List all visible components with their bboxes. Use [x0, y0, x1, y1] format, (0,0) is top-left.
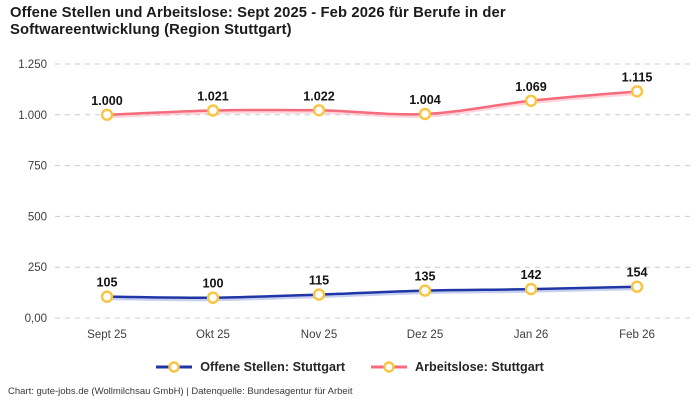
legend-line-marker-icon: [371, 361, 408, 373]
x-axis-tick-label: Jan 26: [514, 329, 549, 341]
x-axis-tick-label: Dez 25: [407, 329, 443, 341]
y-axis-tick-label: 750: [28, 161, 47, 173]
legend-label: Arbeitslose: Stuttgart: [415, 360, 544, 374]
series-line: [105, 90, 639, 117]
data-point-label: 115: [309, 274, 329, 288]
y-axis-tick-label: 0,00: [25, 313, 47, 325]
data-point-marker: [524, 282, 538, 296]
data-point-label: 1.115: [622, 70, 653, 84]
data-point-marker: [206, 291, 220, 304]
y-axis-tick-label: 1.000: [18, 110, 47, 122]
data-point-label: 1.022: [303, 89, 335, 103]
chart-legend: Offene Stellen: Stuttgart Arbeitslose: St…: [0, 360, 700, 374]
data-point-marker: [630, 280, 644, 293]
data-point-label: 135: [414, 270, 435, 284]
line-chart-plot: 0,00 250 500 750 1.000 1.250 Sept 25 Okt 25 Nov …: [18, 59, 693, 341]
x-axis-tick-label: Sept 25: [87, 329, 127, 341]
data-point-marker: [206, 104, 220, 117]
chart-attribution: Chart: gute-jobs.de (Wollmilchsau GmbH) …: [8, 386, 353, 397]
data-point-marker: [418, 107, 432, 121]
y-axis-tick-label: 250: [28, 262, 47, 274]
data-point-marker: [630, 85, 644, 98]
legend-line-marker-icon: [156, 361, 193, 373]
data-point-label: 1.069: [515, 80, 547, 94]
data-point-marker: [524, 94, 538, 107]
legend-item: Arbeitslose: Stuttgart: [371, 360, 544, 374]
y-axis-tick-label: 500: [28, 211, 47, 223]
data-point-marker: [100, 108, 114, 121]
legend-label: Offene Stellen: Stuttgart: [200, 360, 346, 374]
data-point-marker: [418, 284, 432, 297]
legend-item: Offene Stellen: Stuttgart: [156, 360, 345, 374]
data-point-label: 100: [202, 277, 223, 291]
x-axis-tick-label: Nov 25: [301, 329, 337, 341]
data-point-label: 1.004: [409, 93, 441, 107]
series-line-glow: [106, 286, 638, 302]
data-point-label: 105: [96, 276, 117, 290]
chart-title-line-1: Offene Stellen und Arbeitslose: Sept 202…: [10, 5, 506, 21]
data-point-marker: [100, 290, 114, 303]
chart-title-line-2: Softwareentwicklung (Region Stuttgart): [10, 22, 292, 38]
series-line: [105, 285, 639, 299]
data-point-label: 1.000: [91, 94, 123, 108]
legend-marker-sample: [168, 361, 180, 373]
data-point-label: 1.021: [197, 90, 229, 104]
data-point-label: 142: [520, 268, 541, 282]
data-point-marker: [312, 104, 326, 117]
x-axis-tick-label: Feb 26: [619, 329, 655, 341]
data-point-label: 154: [626, 266, 647, 280]
series-line-glow: [106, 90, 638, 119]
y-axis-tick-label: 1.250: [18, 59, 47, 71]
x-axis-tick-label: Okt 25: [196, 329, 230, 341]
chart-title: Offene Stellen und Arbeitslose: Sept 202…: [10, 5, 506, 39]
legend-marker-sample: [383, 361, 395, 373]
data-point-marker: [312, 288, 326, 301]
